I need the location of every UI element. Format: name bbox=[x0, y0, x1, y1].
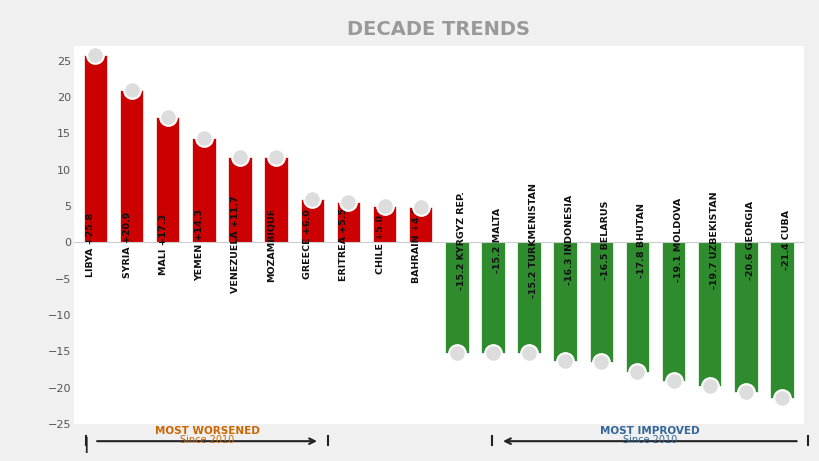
Bar bbox=[697, 242, 721, 385]
Bar bbox=[300, 199, 324, 242]
Bar bbox=[337, 202, 360, 242]
Text: -17.8 BHUTAN: -17.8 BHUTAN bbox=[636, 203, 645, 278]
Text: SYRIA +20.9: SYRIA +20.9 bbox=[123, 212, 131, 278]
Text: GREECE +6.0: GREECE +6.0 bbox=[303, 210, 312, 279]
Bar bbox=[120, 90, 143, 242]
Bar bbox=[625, 242, 649, 372]
Bar bbox=[733, 242, 757, 392]
Bar bbox=[517, 242, 540, 353]
Text: MOST IMPROVED: MOST IMPROVED bbox=[600, 426, 699, 436]
Text: -19.1 MOLDOVA: -19.1 MOLDOVA bbox=[672, 198, 681, 282]
Text: MOZAMBIQUE: MOZAMBIQUE bbox=[267, 207, 276, 282]
Text: -21.4 CUBA: -21.4 CUBA bbox=[781, 210, 790, 270]
Bar bbox=[481, 242, 504, 353]
Text: -15.2 TURKMENISTAN: -15.2 TURKMENISTAN bbox=[528, 183, 537, 298]
Bar bbox=[84, 55, 107, 242]
Bar bbox=[156, 117, 179, 242]
Text: Since 2010: Since 2010 bbox=[179, 435, 234, 445]
Title: DECADE TRENDS: DECADE TRENDS bbox=[346, 20, 530, 39]
Bar bbox=[589, 242, 613, 362]
Bar bbox=[553, 242, 577, 361]
Text: -19.7 UZBEKISTAN: -19.7 UZBEKISTAN bbox=[708, 191, 717, 289]
Text: -16.3 INDONESIA: -16.3 INDONESIA bbox=[564, 195, 573, 285]
Text: BAHRAIN +4.9: BAHRAIN +4.9 bbox=[411, 206, 420, 283]
Text: MALI +17.3: MALI +17.3 bbox=[159, 214, 168, 275]
Text: MOST WORSENED: MOST WORSENED bbox=[155, 426, 259, 436]
Bar bbox=[769, 242, 793, 398]
Bar bbox=[192, 138, 215, 242]
Text: |: | bbox=[84, 437, 88, 453]
Text: CHILE +5.0: CHILE +5.0 bbox=[375, 215, 384, 274]
Bar bbox=[661, 242, 685, 381]
Bar bbox=[228, 157, 251, 242]
Text: -15.2 KYRGYZ REP.: -15.2 KYRGYZ REP. bbox=[456, 191, 465, 290]
Bar bbox=[264, 157, 287, 242]
Text: LIBYA +25.8: LIBYA +25.8 bbox=[86, 213, 95, 277]
Bar bbox=[409, 207, 432, 242]
Text: -20.6 GEORGIA: -20.6 GEORGIA bbox=[745, 201, 753, 280]
Text: Since 2010: Since 2010 bbox=[622, 435, 676, 445]
Text: -16.5 BELARUS: -16.5 BELARUS bbox=[600, 201, 609, 280]
Bar bbox=[445, 242, 468, 353]
Text: ERITREA +5.5: ERITREA +5.5 bbox=[339, 208, 348, 281]
Text: VENEZUELA +11.7: VENEZUELA +11.7 bbox=[231, 196, 240, 293]
Text: YEMEN +14.3: YEMEN +14.3 bbox=[195, 208, 204, 281]
Bar bbox=[373, 206, 396, 242]
Text: -15.2 MALTA: -15.2 MALTA bbox=[492, 207, 501, 273]
